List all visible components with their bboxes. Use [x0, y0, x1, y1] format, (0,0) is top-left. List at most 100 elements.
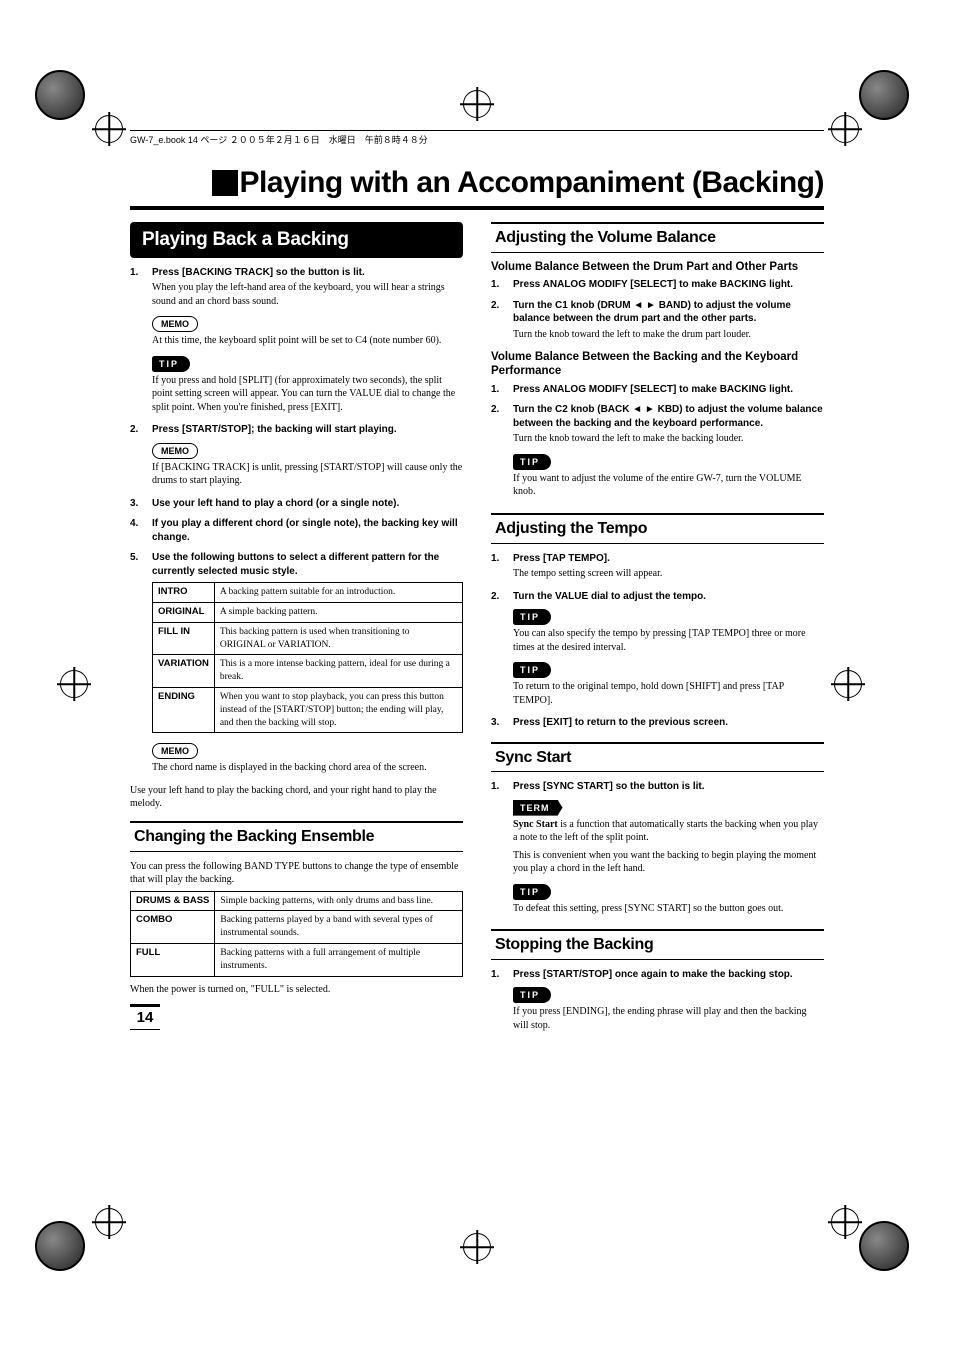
table-row: ENDINGWhen you want to stop playback, yo… [153, 688, 463, 733]
step-number: 2. [491, 590, 505, 712]
step-body: Turn the knob toward the left to make th… [513, 432, 824, 446]
step-item: 2. Turn the C2 knob (BACK ◄ ► KBD) to ad… [491, 403, 824, 503]
step-body: When you play the left-hand area of the … [152, 281, 463, 308]
table-key: DRUMS & BASS [131, 891, 215, 911]
step-head: Press [START/STOP] once again to make th… [513, 968, 824, 982]
table-key: INTRO [153, 583, 215, 603]
print-crosshair [463, 90, 491, 118]
section-heading: Playing Back a Backing [130, 222, 463, 258]
step-list: 1. Press ANALOG MODIFY [SELECT] to make B… [491, 383, 824, 503]
tip-text: If you want to adjust the volume of the … [513, 472, 824, 499]
tip-badge-icon: TIP [513, 662, 551, 678]
table-key: FULL [131, 943, 215, 976]
step-number: 5. [130, 551, 144, 779]
tip-text: You can also specify the tempo by pressi… [513, 627, 824, 654]
step-head: Turn the C1 knob (DRUM ◄ ► BAND) to adju… [513, 299, 824, 326]
step-head: Press [SYNC START] so the button is lit. [513, 780, 824, 794]
subsection-heading: Changing the Backing Ensemble [130, 821, 463, 852]
table-key: ENDING [153, 688, 215, 733]
step-item: 1. Press ANALOG MODIFY [SELECT] to make B… [491, 278, 824, 294]
step-head: Press ANALOG MODIFY [SELECT] to make BAC… [513, 278, 824, 292]
step-number: 3. [130, 497, 144, 513]
header-meta: GW-7_e.book 14 ページ ２００５年２月１６日 水曜日 午前８時４８… [130, 130, 824, 148]
table-val: When you want to stop playback, you can … [214, 688, 462, 733]
step-item: 2. Press [START/STOP]; the backing will … [130, 423, 463, 492]
step-body: Turn the knob toward the left to make th… [513, 328, 824, 342]
step-number: 2. [491, 403, 505, 503]
step-body: The tempo setting screen will appear. [513, 567, 824, 581]
pattern-table: INTROA backing pattern suitable for an i… [152, 582, 463, 733]
step-head: Press ANALOG MODIFY [SELECT] to make BAC… [513, 383, 824, 397]
tip-text: To return to the original tempo, hold do… [513, 680, 824, 707]
title-ornament-icon [212, 170, 238, 196]
step-number: 2. [130, 423, 144, 492]
body-text: You can press the following BAND TYPE bu… [130, 860, 463, 887]
print-crosshair [463, 1233, 491, 1261]
step-item: 1. Press [BACKING TRACK] so the button i… [130, 266, 463, 419]
table-val: Simple backing patterns, with only drums… [215, 891, 463, 911]
step-head: Press [START/STOP]; the backing will sta… [152, 423, 463, 437]
ensemble-table: DRUMS & BASSSimple backing patterns, wit… [130, 891, 463, 977]
step-number: 1. [491, 780, 505, 919]
memo-text: The chord name is displayed in the backi… [152, 761, 463, 775]
tip-text: If you press [ENDING], the ending phrase… [513, 1005, 824, 1032]
step-list: 1. Press [START/STOP] once again to make… [491, 968, 824, 1037]
table-key: ORIGINAL [153, 602, 215, 622]
print-crosshair [831, 1208, 859, 1236]
print-corner-mark [35, 70, 95, 130]
print-corner-mark [859, 1221, 919, 1281]
step-head: Use your left hand to play a chord (or a… [152, 497, 463, 511]
title-block: Playing with an Accompaniment (Backing) [130, 148, 824, 200]
memo-text: If [BACKING TRACK] is unlit, pressing [S… [152, 461, 463, 488]
table-row: DRUMS & BASSSimple backing patterns, wit… [131, 891, 463, 911]
tip-badge-icon: TIP [152, 356, 190, 372]
table-row: VARIATIONThis is a more intense backing … [153, 655, 463, 688]
page-content: GW-7_e.book 14 ページ ２００５年２月１６日 水曜日 午前８時４８… [130, 130, 824, 1221]
step-number: 1. [491, 968, 505, 1037]
right-column: Adjusting the Volume Balance Volume Bala… [491, 222, 824, 1221]
table-val: A backing pattern suitable for an introd… [214, 583, 462, 603]
step-number: 2. [491, 299, 505, 346]
step-list: 1. Press ANALOG MODIFY [SELECT] to make B… [491, 278, 824, 345]
step-number: 1. [491, 552, 505, 585]
step-number: 1. [491, 278, 505, 294]
print-crosshair [60, 670, 120, 730]
print-crosshair [834, 670, 894, 730]
step-number: 3. [491, 716, 505, 732]
page-number: 14 [130, 1004, 160, 1030]
body-text: This is convenient when you want the bac… [513, 849, 824, 876]
step-head: Use the following buttons to select a di… [152, 551, 463, 578]
sub-sub-heading: Volume Balance Between the Backing and t… [491, 351, 824, 379]
step-item: 3. Use your left hand to play a chord (o… [130, 497, 463, 513]
title-rule [130, 206, 824, 210]
step-number: 1. [491, 383, 505, 399]
table-key: FILL IN [153, 622, 215, 655]
step-item: 1. Press [TAP TEMPO]. The tempo setting … [491, 552, 824, 585]
step-list: 1. Press [BACKING TRACK] so the button i… [130, 266, 463, 779]
table-val: This backing pattern is used when transi… [214, 622, 462, 655]
step-head: Turn the C2 knob (BACK ◄ ► KBD) to adjus… [513, 403, 824, 430]
print-crosshair [95, 1208, 123, 1236]
tip-text: To defeat this setting, press [SYNC STAR… [513, 902, 824, 916]
step-item: 1. Press [START/STOP] once again to make… [491, 968, 824, 1037]
term-text: Sync Start is a function that automatica… [513, 818, 824, 845]
step-head: Turn the VALUE dial to adjust the tempo. [513, 590, 824, 604]
table-val: Backing patterns played by a band with s… [215, 911, 463, 944]
step-head: Press [TAP TEMPO]. [513, 552, 824, 566]
print-crosshair [831, 115, 859, 143]
table-key: VARIATION [153, 655, 215, 688]
body-text: When the power is turned on, "FULL" is s… [130, 983, 463, 997]
print-crosshair [95, 115, 123, 143]
term-badge-icon: TERM [513, 800, 563, 816]
tip-badge-icon: TIP [513, 609, 551, 625]
tip-badge-icon: TIP [513, 454, 551, 470]
table-key: COMBO [131, 911, 215, 944]
step-item: 5. Use the following buttons to select a… [130, 551, 463, 779]
print-corner-mark [859, 70, 919, 130]
step-item: 3.Press [EXIT] to return to the previous… [491, 716, 824, 732]
memo-badge-icon: MEMO [152, 743, 198, 759]
step-list: 1. Press [SYNC START] so the button is l… [491, 780, 824, 919]
step-list: 1. Press [TAP TEMPO]. The tempo setting … [491, 552, 824, 732]
tip-text: If you press and hold [SPLIT] (for appro… [152, 374, 463, 415]
sub-sub-heading: Volume Balance Between the Drum Part and… [491, 261, 824, 275]
